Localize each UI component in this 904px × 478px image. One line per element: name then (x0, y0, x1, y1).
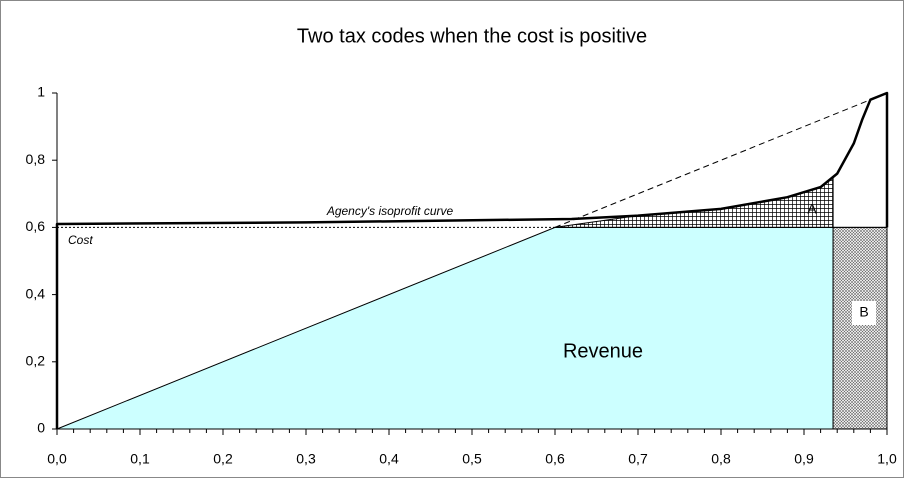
x-tick-label: 0,2 (213, 451, 233, 467)
x-tick-label: 0,4 (379, 451, 399, 467)
y-tick-label: 0,8 (26, 151, 46, 167)
x-tick-label: 0,9 (794, 451, 814, 467)
series-label: Agency's isoprofit curve (326, 204, 454, 218)
x-tick-label: 0,8 (711, 451, 731, 467)
series-label: B (859, 304, 868, 320)
x-tick-label: 0,7 (628, 451, 648, 467)
y-tick-label: 0,4 (26, 285, 46, 301)
chart-title: Two tax codes when the cost is positive (297, 25, 647, 47)
y-tick-label: 0 (37, 420, 45, 436)
series-label: A (807, 201, 817, 217)
x-tick-label: 1,0 (877, 451, 897, 467)
x-tick-label: 0,0 (47, 451, 67, 467)
series-label: Cost (68, 233, 93, 247)
y-tick-label: 0,2 (26, 353, 46, 369)
label-box (852, 301, 876, 325)
area (832, 226, 888, 430)
x-tick-label: 0,1 (130, 451, 150, 467)
x-tick-label: 0,5 (462, 451, 482, 467)
x-tick-label: 0,6 (545, 451, 565, 467)
series-label: Revenue (563, 340, 643, 362)
y-tick-label: 0,6 (26, 218, 46, 234)
line (55, 91, 889, 429)
x-tick-label: 0,3 (296, 451, 316, 467)
y-tick-label: 1 (37, 84, 45, 100)
